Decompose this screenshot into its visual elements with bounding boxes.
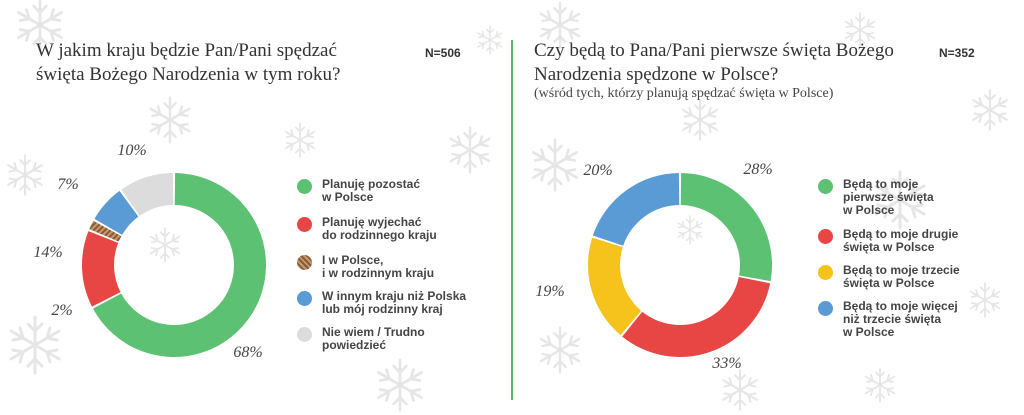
legend-item: Nie wiem / Trudno powiedzieć [297,326,425,352]
yellow-dot-icon [818,265,833,280]
data-label: 14% [33,244,62,261]
blue-dot-icon [818,301,833,316]
sample-size-label: N=506 [425,46,461,60]
chart-title-line: święta Bożego Narodzenia w tym roku? [36,64,341,85]
data-label: 19% [535,283,564,300]
chart-subtitle: (wśród tych, którzy planują spędzać świę… [534,86,834,101]
data-label: 33% [711,355,741,372]
striped-dot-icon [297,255,312,270]
data-label: 7% [57,176,78,193]
chart-title-line: Czy będą to Pana/Pani pierwsze święta Bo… [534,40,894,61]
legend-label: Planuję pozostać w Polsce [322,177,421,204]
data-label: 10% [117,142,146,159]
legend-label: I w Polsce, i w rodzinnym kraju [322,253,435,280]
chart-title: Czy będą to Pana/Pani pierwsze święta Bo… [534,39,894,87]
slice-pierwsze [680,173,772,282]
panel-divider [511,40,513,400]
data-label: 68% [233,344,262,361]
legend-item: W innym kraju niż Polska lub mój rodzinny… [297,290,466,316]
legend-item: Będą to moje pierwsze święta w Polsce [818,178,934,217]
legend-label: Będą to moje drugie święta w Polsce [843,227,959,254]
chart-title-line: Narodzenia spędzone w Polsce? [534,64,779,85]
chart-title-line: W jakim kraju będzie Pan/Pani spędzać [36,40,337,61]
slice-wiecej [592,173,680,246]
slice-planuje-pozostac [93,173,266,357]
legend-item: Będą to moje więcej niż trzecie święta w P… [818,300,958,339]
gray-dot-icon [297,327,312,342]
slice-drugie [622,276,771,357]
donut-chart-first-christmas: 28% 33% 19% 20% [535,161,772,372]
data-label: 28% [743,161,772,178]
red-dot-icon [818,229,833,244]
slice-trzecie [588,237,642,336]
legend-label: Będą to moje pierwsze święta w Polsce [843,177,934,217]
green-dot-icon [297,179,312,194]
red-dot-icon [297,217,312,232]
green-dot-icon [818,179,833,194]
legend-item: Będą to moje trzecie święta w Polsce [818,264,960,290]
legend-item: I w Polsce, i w rodzinnym kraju [297,254,434,280]
chart-panel-first-christmas: Czy będą to Pana/Pani pierwsze święta Bo… [512,0,1024,415]
chart-panel-country: W jakim kraju będzie Pan/Pani spędzać św… [33,39,466,361]
legend-item: Będą to moje drugie święta w Polsce [818,228,958,254]
sample-size-label: N=352 [939,46,975,60]
legend-item: Planuję wyjechać do rodzinnego kraju [297,216,437,242]
data-label: 20% [583,162,612,179]
donut-chart-country: 68% 14% 2% 7% 10% [33,142,266,361]
legend-item: Planuję pozostać w Polsce [297,178,420,204]
chart-title: W jakim kraju będzie Pan/Pani spędzać św… [36,39,340,87]
legend-label: Nie wiem / Trudno powiedzieć [322,325,425,352]
slice-w-polsce-i-rodzinnym [89,220,122,242]
slice-innym-kraju [94,190,139,235]
legend-label: Planuję wyjechać do rodzinnego kraju [322,215,437,242]
legend-label: Będą to moje trzecie święta w Polsce [843,263,960,290]
legend-label: W innym kraju niż Polska lub mój rodzinny… [322,289,467,316]
legend-label: Będą to moje więcej niż trzecie święta w P… [843,299,958,339]
data-label: 2% [51,302,72,319]
slice-planuje-wyjechac [82,231,121,307]
blue-dot-icon [297,291,312,306]
slice-nie-wiem [121,173,174,216]
